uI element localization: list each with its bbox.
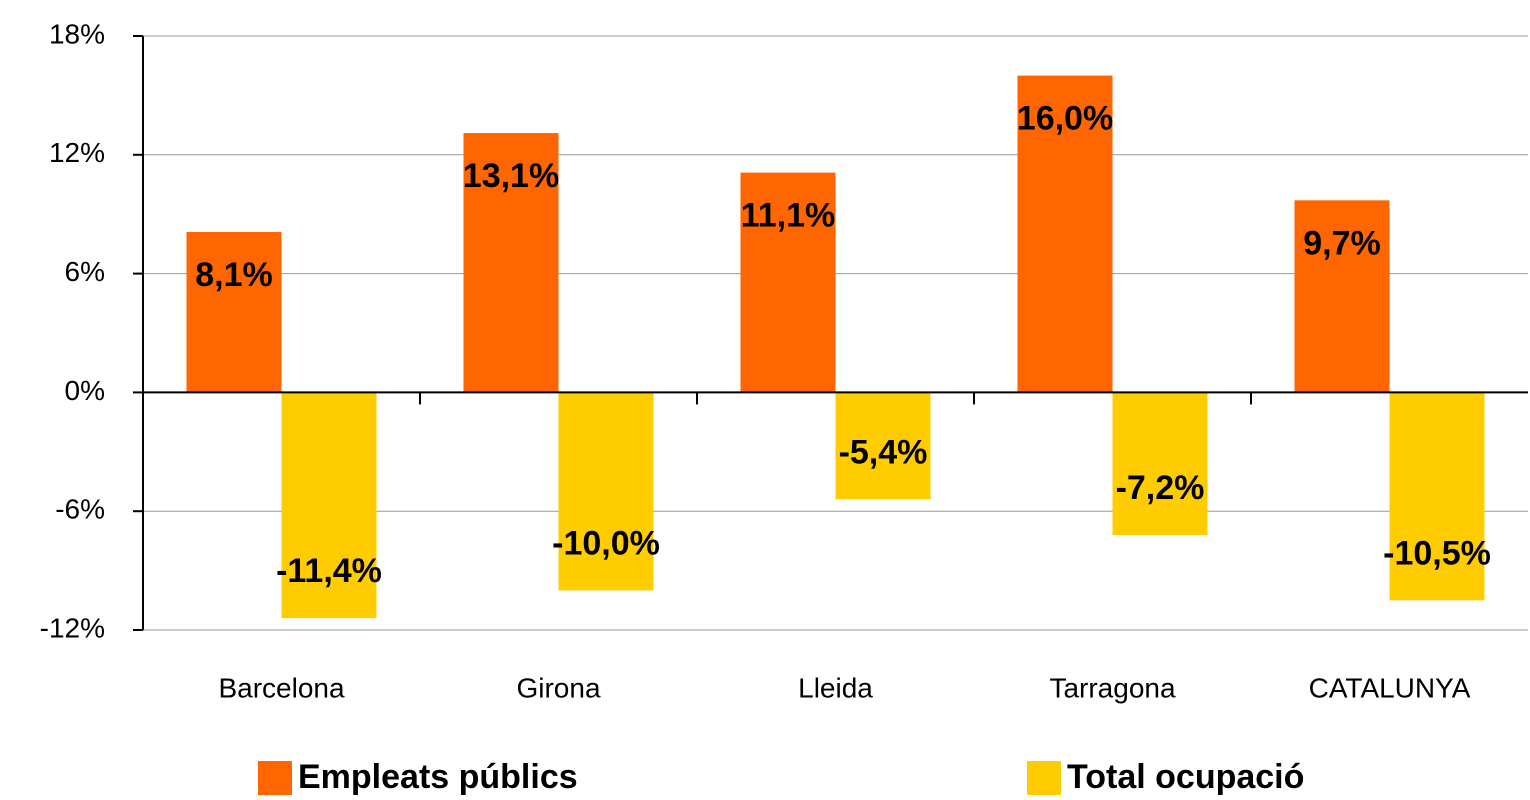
x-tick-label: Tarragona (1049, 672, 1176, 703)
y-tick-label: 6% (65, 256, 105, 287)
y-tick-label: 0% (65, 375, 105, 406)
bar (1112, 392, 1208, 535)
data-label: -7,2% (1116, 469, 1205, 507)
data-label: 13,1% (463, 157, 559, 195)
bar (1017, 75, 1113, 393)
legend-swatch (1027, 761, 1061, 795)
y-tick-label: -12% (40, 612, 105, 643)
data-label: 9,7% (1303, 224, 1381, 262)
data-label: -5,4% (839, 433, 928, 471)
x-tick-label: CATALUNYA (1309, 672, 1471, 703)
data-label: 11,1% (741, 197, 836, 235)
bar (558, 392, 654, 591)
bar (463, 133, 559, 393)
x-tick-label: Barcelona (218, 672, 345, 703)
data-label: -11,4% (276, 552, 382, 590)
data-label: -10,0% (552, 524, 660, 562)
y-tick-label: 18% (49, 18, 105, 49)
bar (1294, 200, 1390, 393)
legend-swatch (258, 761, 292, 795)
bar (1389, 392, 1485, 601)
y-tick-label: -6% (55, 494, 105, 525)
y-tick-label: 12% (49, 137, 105, 168)
bar (186, 232, 282, 393)
data-label: -10,5% (1383, 534, 1491, 572)
bar (281, 392, 377, 619)
x-tick-label: Girona (516, 672, 600, 703)
bar (740, 172, 836, 393)
x-tick-label: Lleida (798, 672, 873, 703)
data-label: 16,0% (1017, 100, 1113, 138)
legend-label: Empleats públics (298, 758, 578, 796)
bar (835, 392, 931, 500)
legend-label: Total ocupació (1067, 758, 1304, 796)
data-label: 8,1% (195, 256, 273, 294)
